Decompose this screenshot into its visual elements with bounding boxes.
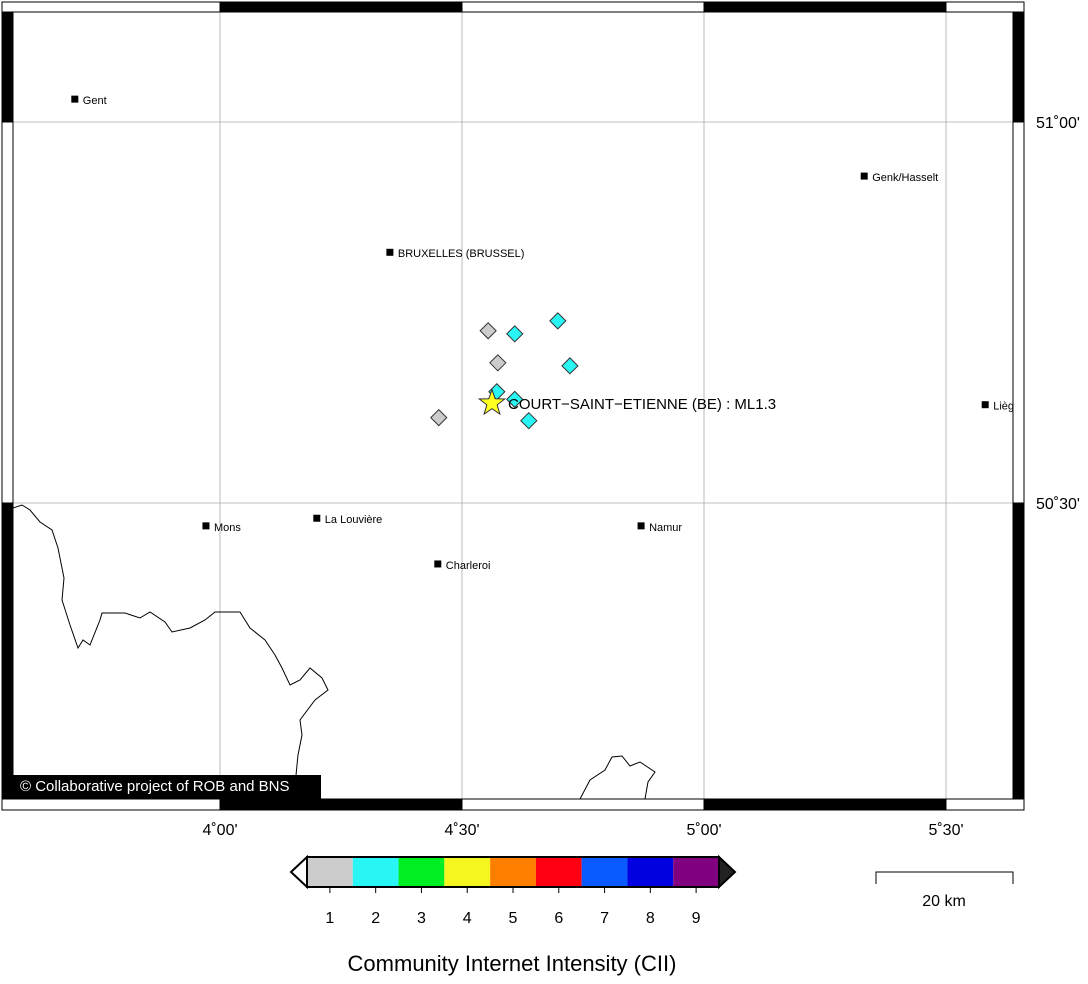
colorbar-label: 8 [646, 910, 655, 927]
city-marker [434, 560, 442, 568]
intensity-report [506, 390, 524, 409]
colorbar-label: 4 [463, 910, 472, 927]
frame-inner [12, 11, 1014, 800]
colorbar-label: 9 [692, 910, 701, 927]
frame [1, 1, 1025, 811]
legend-title: Community Internet Intensity (CII) [348, 951, 677, 976]
city-label: Gent [83, 95, 107, 107]
lon-tick-label: 4˚00' [202, 822, 237, 839]
colorbar-low-triangle [289, 854, 308, 890]
axis-labels: 4˚00' 4˚30' 5˚00' 5˚30' 51˚00' 50˚30' [202, 115, 1080, 839]
border-line [579, 755, 656, 799]
colorbar-label: 2 [371, 910, 380, 927]
border-line [13, 504, 329, 799]
lat-tick-label: 51˚00' [1036, 115, 1080, 132]
colorbar-label: 6 [554, 910, 563, 927]
colorbar-box [398, 857, 445, 887]
city-marker [202, 522, 210, 530]
scale-bar-label: 20 km [922, 893, 966, 910]
city-label: La Louvière [325, 514, 383, 526]
city-label: BRUXELLES (BRUSSEL) [398, 248, 525, 260]
intensity-report [561, 357, 579, 375]
scale-bar: 20 km [875, 871, 1014, 910]
frame-segment [703, 1, 947, 13]
intensity-report [479, 322, 497, 340]
frame-segment [1, 11, 14, 123]
lon-tick-label: 5˚00' [686, 822, 721, 839]
city-marker [860, 172, 868, 180]
lat-tick-label: 50˚30' [1036, 496, 1080, 513]
colorbar-label: 7 [600, 910, 609, 927]
city-label: Charleroi [446, 560, 491, 572]
colorbar-high-triangle [718, 854, 737, 890]
grid [13, 12, 1013, 799]
frame-segment [219, 798, 463, 811]
intensity-report [489, 354, 507, 372]
scale-bar-line [875, 871, 1014, 884]
colorbar-outline [306, 856, 720, 888]
city-label: Liège [993, 401, 1020, 413]
legend: Community Internet Intensity (CII) 1 2 3 4 5… [289, 854, 737, 976]
colorbar-label: 5 [509, 910, 518, 927]
colorbar-label: 3 [417, 910, 426, 927]
map-content: Gent Genk/Hasselt BRUXELLES (BRUSSEL) Liège… [71, 95, 1020, 572]
colorbar-box [307, 857, 353, 887]
frame-segment [1012, 502, 1025, 800]
colorbar-box [581, 857, 628, 887]
epicenter [477, 388, 507, 416]
intensity-report [549, 312, 567, 330]
city-marker [637, 522, 645, 530]
city-marker [386, 248, 394, 256]
borders [13, 504, 656, 799]
colorbar-label: 1 [325, 910, 334, 927]
intensity-report [430, 408, 448, 427]
copyright-box [13, 775, 321, 799]
colorbar-box [535, 857, 582, 887]
intensity-report [506, 325, 524, 343]
frame-segment [703, 798, 947, 811]
epicenter-label: COURT−SAINT−ETIENNE (BE) : ML1.3 [508, 396, 776, 413]
frame-segment [1, 502, 14, 800]
colorbar-box [490, 857, 536, 887]
intensity-report [520, 411, 538, 430]
city-label: Genk/Hasselt [872, 172, 938, 184]
city-marker [313, 514, 321, 522]
lon-tick-label: 4˚30' [444, 822, 479, 839]
frame-outer [1, 1, 1025, 811]
city-label: Mons [214, 522, 241, 534]
copyright: © Collaborative project of ROB and BNS [20, 778, 290, 795]
frame-segment [219, 1, 463, 13]
colorbar-box [352, 857, 399, 887]
city-marker [71, 95, 79, 103]
lon-tick-label: 5˚30' [928, 822, 963, 839]
colorbar-box [673, 857, 719, 887]
frame-segment [1012, 11, 1025, 123]
city-marker [981, 401, 989, 409]
colorbar-box [627, 857, 674, 887]
city-label: Namur [649, 522, 682, 534]
colorbar-box [444, 857, 491, 887]
